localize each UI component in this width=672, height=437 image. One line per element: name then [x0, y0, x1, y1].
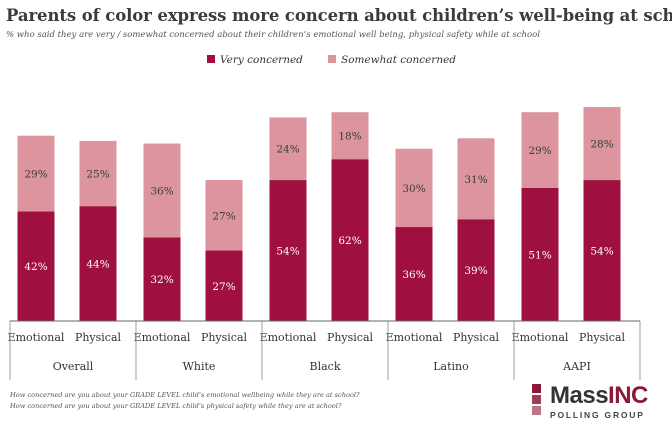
x-tick-label: Physical [579, 331, 626, 344]
bar-somewhat-concerned [583, 106, 621, 181]
bar-somewhat-concerned [17, 135, 55, 212]
bar-somewhat-concerned [457, 138, 495, 220]
group-label: AAPI [562, 360, 591, 373]
stacked-bar-chart: Very concerned Somewhat concerned 42% 29% Em… [8, 54, 641, 380]
bar-very-concerned [79, 206, 117, 321]
legend-label: Very concerned [220, 54, 303, 66]
logo-mark-block [532, 406, 541, 415]
x-tick-label: Emotional [134, 331, 191, 344]
data-label: 29% [528, 145, 551, 157]
bar-very-concerned [269, 180, 307, 321]
logo-mark-block [532, 395, 541, 404]
bar-somewhat-concerned [521, 112, 559, 188]
logo-wordmark: MassINC [550, 382, 648, 409]
bar-very-concerned [143, 237, 181, 321]
group-label: White [183, 360, 216, 373]
bar-very-concerned [205, 250, 243, 321]
bar-very-concerned [457, 219, 495, 321]
data-label: 29% [24, 169, 47, 181]
data-label: 51% [528, 249, 551, 261]
bar-somewhat-concerned [395, 148, 433, 228]
data-label: 36% [402, 269, 425, 281]
data-label: 62% [338, 235, 361, 247]
x-tick-label: Physical [201, 331, 248, 344]
logo-mark-block [532, 384, 541, 393]
bar-somewhat-concerned [143, 143, 181, 238]
x-tick-label: Physical [75, 331, 122, 344]
bar-somewhat-concerned [205, 180, 243, 251]
data-label: 44% [86, 259, 109, 271]
x-tick-label: Physical [327, 331, 374, 344]
data-label: 25% [86, 169, 109, 181]
bar-somewhat-concerned [269, 117, 307, 181]
data-label: 27% [212, 281, 235, 293]
data-label: 39% [464, 265, 487, 277]
bar-very-concerned [331, 159, 369, 321]
x-tick-label: Emotional [8, 331, 65, 344]
x-tick-label: Emotional [512, 331, 569, 344]
data-label: 28% [590, 139, 613, 151]
data-label: 18% [338, 131, 361, 143]
group-label: Overall [53, 360, 94, 373]
data-label: 24% [276, 144, 299, 156]
logo-subtitle: POLLING GROUP [550, 410, 645, 420]
data-label: 54% [590, 246, 613, 258]
bar-very-concerned [17, 211, 55, 321]
legend-swatch [207, 55, 215, 63]
chart-subtitle: % who said they are very / somewhat conc… [6, 30, 540, 40]
footnote-physical: How concerned are you about your GRADE L… [10, 402, 342, 410]
footnote-emotional: How concerned are you about your GRADE L… [10, 391, 360, 399]
bar-very-concerned [521, 187, 559, 321]
x-tick-label: Emotional [386, 331, 443, 344]
bar-somewhat-concerned [79, 140, 117, 207]
data-label: 54% [276, 246, 299, 258]
data-label: 31% [464, 174, 487, 186]
group-label: Latino [433, 360, 469, 373]
x-tick-label: Physical [453, 331, 500, 344]
data-label: 42% [24, 261, 47, 273]
bar-very-concerned [583, 180, 621, 321]
group-label: Black [310, 360, 341, 373]
data-label: 32% [150, 274, 173, 286]
data-label: 27% [212, 210, 235, 222]
bar-somewhat-concerned [331, 112, 369, 160]
chart-title: Parents of color express more concern ab… [6, 6, 672, 25]
bar-very-concerned [395, 227, 433, 321]
massinc-logo: MassINC POLLING GROUP [532, 382, 668, 428]
data-label: 30% [402, 183, 425, 195]
x-tick-label: Emotional [260, 331, 317, 344]
footnotes: How concerned are you about your GRADE L… [10, 390, 360, 412]
legend-label: Somewhat concerned [341, 54, 456, 66]
legend-swatch [328, 55, 336, 63]
data-label: 36% [150, 186, 173, 198]
